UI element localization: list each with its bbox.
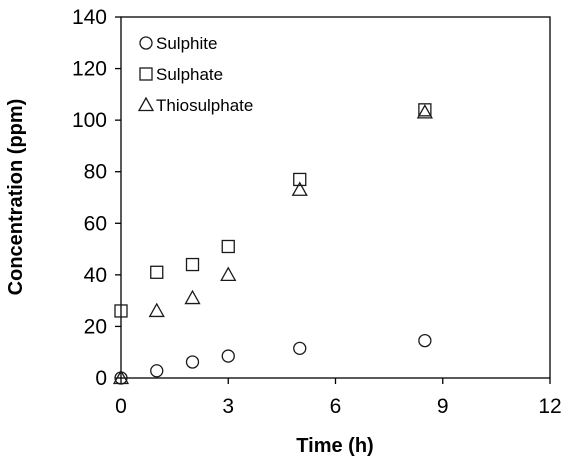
sulphate-data-point [221, 239, 235, 254]
y-axis-ticks [115, 16, 121, 379]
sulphite-data-point [293, 341, 307, 355]
x-axis-tick-labels: 0 3 6 9 12 [115, 395, 562, 418]
y-tick-label: 60 [84, 212, 107, 235]
y-tick-label: 0 [95, 367, 107, 390]
y-tick-label: 140 [72, 6, 107, 29]
legend-triangle-marker [137, 96, 155, 112]
legend-label: Sulphite [156, 34, 217, 53]
x-tick-label: 9 [437, 395, 449, 418]
y-tick-label: 40 [84, 264, 107, 287]
thiosulphate-data-point [220, 266, 237, 282]
x-tick-label: 12 [538, 395, 561, 418]
y-tick-label: 20 [84, 315, 107, 338]
legend-label: Thiosulphate [156, 96, 253, 115]
y-axis-tick-labels: 0 20 40 60 80 100 120 140 [72, 6, 107, 390]
thiosulphate-data-point [112, 369, 130, 385]
sulphate-data-point [114, 304, 128, 318]
sulphite-data-point [150, 364, 164, 378]
y-tick-label: 80 [84, 161, 107, 184]
x-axis-title: Time (h) [296, 435, 373, 457]
series-sulphite [114, 333, 432, 385]
y-axis-title: Concentration (ppm) [5, 99, 27, 296]
sulphite-data-point [221, 349, 235, 363]
thiosulphate-data-point [416, 104, 433, 119]
legend-label: Sulphate [156, 65, 223, 84]
legend-item-sulphate: Sulphate [139, 65, 223, 84]
series-sulphate [114, 103, 432, 318]
x-axis-ticks [120, 378, 551, 384]
sulphate-data-point [185, 257, 200, 272]
sulphite-data-point [185, 355, 200, 369]
sulphite-data-point [418, 333, 432, 348]
series-thiosulphate [112, 104, 433, 385]
sulphate-data-point [150, 265, 164, 279]
x-tick-label: 3 [222, 395, 234, 418]
legend: Sulphite Sulphate Thiosulphate [137, 34, 253, 115]
thiosulphate-data-point [291, 181, 308, 196]
y-tick-label: 100 [72, 109, 107, 132]
legend-item-thiosulphate: Thiosulphate [137, 96, 253, 115]
thiosulphate-data-point [148, 302, 165, 318]
sulphate-data-point [293, 172, 307, 187]
legend-circle-marker [139, 36, 153, 50]
thiosulphate-data-point [184, 289, 201, 305]
x-tick-label: 6 [330, 395, 342, 418]
y-tick-label: 120 [72, 58, 107, 81]
x-tick-label: 0 [115, 395, 127, 418]
legend-item-sulphite: Sulphite [139, 34, 217, 53]
sulphate-data-point [418, 103, 432, 117]
legend-square-marker [139, 67, 153, 81]
data-series-layer [112, 103, 433, 385]
